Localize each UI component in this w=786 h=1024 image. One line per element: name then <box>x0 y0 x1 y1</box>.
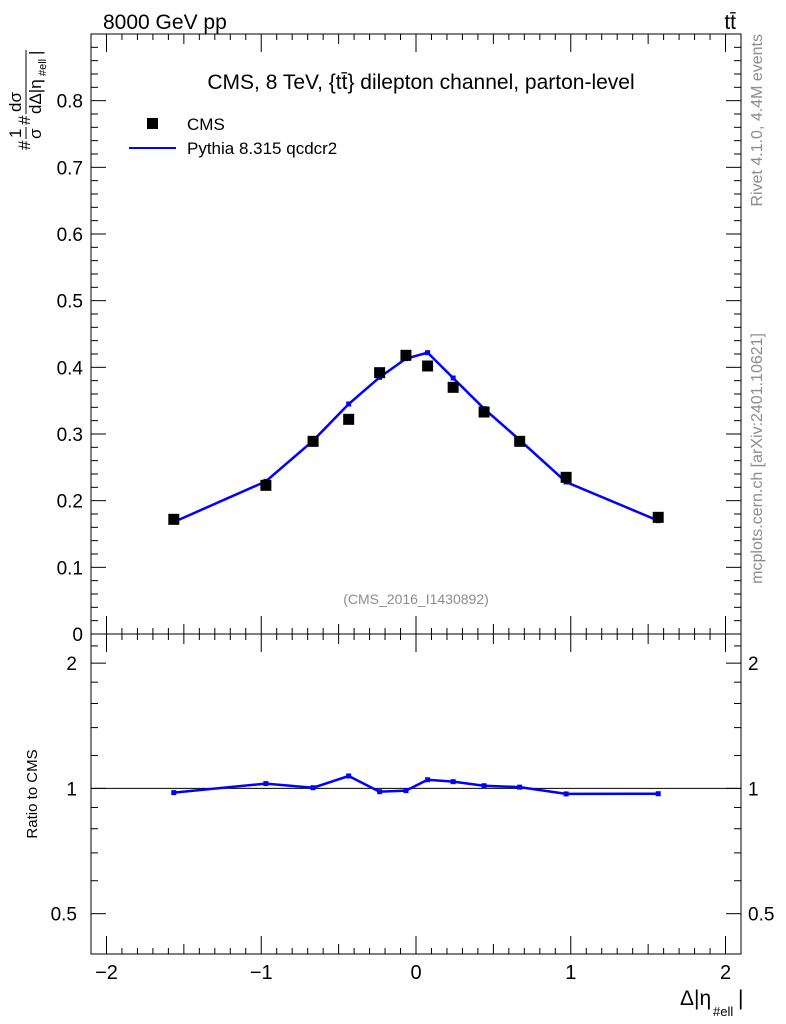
cms-point <box>343 413 355 425</box>
main-y-ticks: 0 0.1 0.2 0.3 0.4 0.5 0.6 0.7 0.8 <box>57 33 741 646</box>
y-label-close: | <box>26 51 45 55</box>
y-label-hash-2: # <box>15 115 34 125</box>
cms-point <box>400 349 412 361</box>
ratio-series <box>171 773 661 797</box>
legend: CMS Pythia 8.315 qcdcr2 <box>129 115 337 158</box>
x-tick-label: 2 <box>720 962 731 984</box>
y-tick-label: 0.3 <box>57 425 83 446</box>
y-tick-label: 0.1 <box>57 558 83 579</box>
ratio-y-ticks: 0.5 0.5 1 1 2 2 <box>51 645 774 926</box>
x-label-close: | <box>738 987 743 1010</box>
ratio-point <box>425 777 431 783</box>
ratio-y-tick-label: 1 <box>66 779 77 800</box>
main-panel: 0 0.1 0.2 0.3 0.4 0.5 0.6 0.7 0.8 CMS, 8 TeV, {t… <box>6 33 742 646</box>
y-tick-label: 0.7 <box>57 158 83 179</box>
ratio-point <box>517 784 523 790</box>
x-tick-label: −2 <box>95 962 118 984</box>
legend-pythia-label: Pythia 8.315 qcdcr2 <box>187 139 337 158</box>
ratio-line <box>173 774 659 796</box>
y-label-frac-num: 1 <box>6 129 25 138</box>
x-axis-label: Δ|η #ell | <box>680 987 743 1019</box>
rivet-label: Rivet 4.1.0, 4.4M events <box>749 34 766 207</box>
header-right: tt̄ <box>724 11 736 34</box>
cms-point <box>514 435 526 447</box>
cms-point <box>447 381 459 393</box>
y-tick-label: 0.2 <box>57 492 83 513</box>
header-left: 8000 GeV pp <box>103 11 227 34</box>
cms-data-series <box>168 349 664 525</box>
ratio-y-tick-label: 0.5 <box>51 905 77 926</box>
legend-cms-label: CMS <box>187 115 225 134</box>
ratio-point <box>403 788 409 794</box>
ratio-point <box>481 783 487 789</box>
mc-point <box>346 401 352 407</box>
x-tick-label: 0 <box>410 962 421 984</box>
ratio-point <box>655 791 661 797</box>
ratio-point <box>310 785 316 791</box>
cms-point <box>560 471 572 483</box>
y-tick-label: 0.6 <box>57 225 83 246</box>
ratio-point <box>450 779 456 785</box>
y-tick-label: 0.5 <box>57 292 83 313</box>
y-axis-label: # 1 σ # dσ dΔ|η #ell | <box>6 50 49 150</box>
y-tick-label: 0.8 <box>57 92 83 113</box>
ratio-point <box>263 781 269 787</box>
legend-cms-marker <box>147 118 158 129</box>
chart-title: CMS, 8 TeV, {tt̄} dilepton channel, part… <box>207 71 634 94</box>
y-label-hash-1: # <box>15 140 34 150</box>
cms-point <box>422 360 434 372</box>
cms-point <box>307 435 319 447</box>
y-tick-label: 0.4 <box>57 358 84 379</box>
mc-point <box>425 350 431 356</box>
x-tick-label: −1 <box>250 962 273 984</box>
source-label: mcplots.cern.ch [arXiv:2401.10621] <box>749 333 766 584</box>
y-label-sub: #ell <box>37 59 49 76</box>
cms-point <box>374 367 386 379</box>
ratio-y-tick-label: 2 <box>66 654 77 675</box>
ratio-point <box>346 773 352 779</box>
cms-point <box>168 513 180 525</box>
main-x-ticks <box>90 34 742 634</box>
x-label-main: Δ|η <box>680 987 711 1010</box>
ratio-point <box>563 791 569 797</box>
ratio-point <box>377 789 383 795</box>
cms-point <box>478 406 490 418</box>
ratio-point <box>171 790 177 796</box>
cms-point <box>260 479 272 491</box>
ratio-x-ticks: −2 −1 0 1 2 <box>90 634 742 984</box>
y-label-d-num: dσ <box>6 92 25 112</box>
y-label-frac-den: σ <box>26 128 45 139</box>
ratio-panel: 0.5 0.5 1 1 2 2 −2 −1 0 1 2 Ratio to CMS <box>24 633 774 984</box>
ratio-y-label: Ratio to CMS <box>24 749 41 838</box>
mc-line <box>173 351 659 524</box>
y-label-d-den: dΔ|η <box>26 79 45 114</box>
ratio-y-tick-label-right: 1 <box>748 779 759 800</box>
ratio-y-tick-label-right: 2 <box>748 654 759 675</box>
x-tick-label: 1 <box>565 962 576 984</box>
y-tick-label: 0 <box>72 625 83 646</box>
x-label-sub: #ell <box>713 1004 733 1019</box>
cms-point <box>652 511 664 523</box>
ratio-y-tick-label-right: 0.5 <box>748 905 774 926</box>
mc-point <box>450 375 456 381</box>
mc-series <box>171 350 661 525</box>
analysis-watermark: (CMS_2016_I1430892) <box>343 591 489 607</box>
